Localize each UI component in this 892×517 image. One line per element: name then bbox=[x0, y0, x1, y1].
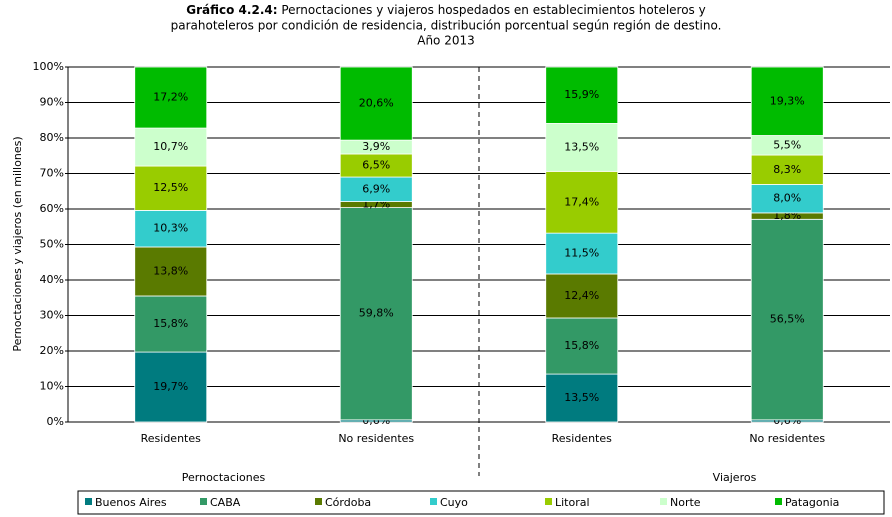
legend-swatch bbox=[200, 498, 207, 505]
legend-label: Córdoba bbox=[325, 496, 371, 509]
title-line: Pernoctaciones y viajeros hospedados en … bbox=[281, 3, 705, 17]
bar-segment bbox=[134, 66, 208, 129]
data-label: 11,5% bbox=[564, 247, 599, 260]
title-prefix: Gráfico 4.2.4: bbox=[186, 3, 277, 17]
bar-segment bbox=[750, 154, 824, 185]
data-label: 12,4% bbox=[564, 289, 599, 302]
y-tick-label: 90% bbox=[40, 96, 64, 109]
bar-segment bbox=[545, 170, 619, 234]
legend-swatch bbox=[430, 498, 437, 505]
data-label: 3,9% bbox=[362, 140, 390, 153]
legend-swatch bbox=[85, 498, 92, 505]
legend-label: Buenos Aires bbox=[95, 496, 167, 509]
legend-label: Litoral bbox=[555, 496, 590, 509]
data-label: 10,3% bbox=[153, 222, 188, 235]
x-tick-label: No residentes bbox=[749, 432, 825, 445]
bar-segment bbox=[750, 66, 824, 136]
title-line: Año 2013 bbox=[417, 34, 475, 48]
data-label: 56,5% bbox=[770, 313, 805, 326]
bar-segment bbox=[134, 351, 208, 423]
legend-label: CABA bbox=[210, 496, 241, 509]
data-label: 15,9% bbox=[564, 88, 599, 101]
y-axis-label: Pernoctaciones y viajeros (en millones) bbox=[11, 136, 24, 351]
x-tick-label: No residentes bbox=[338, 432, 414, 445]
y-tick-label: 30% bbox=[40, 309, 64, 322]
bar-segment bbox=[339, 66, 413, 141]
data-label: 19,7% bbox=[153, 380, 188, 393]
bar-segment bbox=[545, 232, 619, 275]
data-label: 15,8% bbox=[153, 317, 188, 330]
y-tick-label: 10% bbox=[40, 380, 64, 393]
legend-swatch bbox=[315, 498, 322, 505]
bar-segment bbox=[545, 373, 619, 423]
x-tick-label: Residentes bbox=[552, 432, 613, 445]
y-tick-label: 60% bbox=[40, 202, 64, 215]
data-label: 12,5% bbox=[153, 181, 188, 194]
data-label: 13,5% bbox=[564, 391, 599, 404]
group-label: Viajeros bbox=[713, 471, 757, 484]
bar-segment bbox=[750, 218, 824, 421]
bar-segment bbox=[339, 207, 413, 421]
legend-label: Patagonia bbox=[785, 496, 839, 509]
data-label: 59,8% bbox=[359, 307, 394, 320]
legend-box bbox=[77, 490, 885, 515]
bar-segment bbox=[545, 66, 619, 124]
chart-title: Gráfico 4.2.4: Pernoctaciones y viajeros… bbox=[186, 3, 705, 17]
data-label: 6,5% bbox=[362, 159, 390, 172]
data-label: 13,5% bbox=[564, 140, 599, 153]
data-label: 6,9% bbox=[362, 182, 390, 195]
bar-segment bbox=[134, 210, 208, 248]
data-label: 19,3% bbox=[770, 94, 805, 107]
data-label: 20,6% bbox=[359, 97, 394, 110]
legend-label: Cuyo bbox=[440, 496, 468, 509]
data-label: 17,2% bbox=[153, 91, 188, 104]
bar-segment bbox=[545, 273, 619, 319]
legend-swatch bbox=[775, 498, 782, 505]
data-label: 5,5% bbox=[773, 138, 801, 151]
bar-segment bbox=[134, 127, 208, 167]
legend-label: Norte bbox=[670, 496, 701, 509]
title-line: parahoteleros por condición de residenci… bbox=[171, 19, 722, 33]
y-tick-label: 0% bbox=[47, 415, 64, 428]
y-tick-label: 50% bbox=[40, 238, 64, 251]
y-tick-label: 20% bbox=[40, 344, 64, 357]
group-label: Pernoctaciones bbox=[182, 471, 266, 484]
bar-segment bbox=[545, 317, 619, 375]
data-label: 17,4% bbox=[564, 195, 599, 208]
data-label: 8,0% bbox=[773, 192, 801, 205]
legend-swatch bbox=[660, 498, 667, 505]
data-label: 8,3% bbox=[773, 163, 801, 176]
bar-segment bbox=[134, 165, 208, 211]
y-tick-label: 40% bbox=[40, 273, 64, 286]
bar-segment bbox=[134, 246, 208, 297]
bar-segment bbox=[750, 184, 824, 214]
y-tick-label: 70% bbox=[40, 167, 64, 180]
x-tick-label: Residentes bbox=[141, 432, 202, 445]
legend-swatch bbox=[545, 498, 552, 505]
y-tick-label: 100% bbox=[33, 60, 64, 73]
data-label: 13,8% bbox=[153, 264, 188, 277]
y-tick-label: 80% bbox=[40, 131, 64, 144]
data-label: 10,7% bbox=[153, 140, 188, 153]
bar-segment bbox=[134, 295, 208, 353]
data-label: 15,8% bbox=[564, 339, 599, 352]
